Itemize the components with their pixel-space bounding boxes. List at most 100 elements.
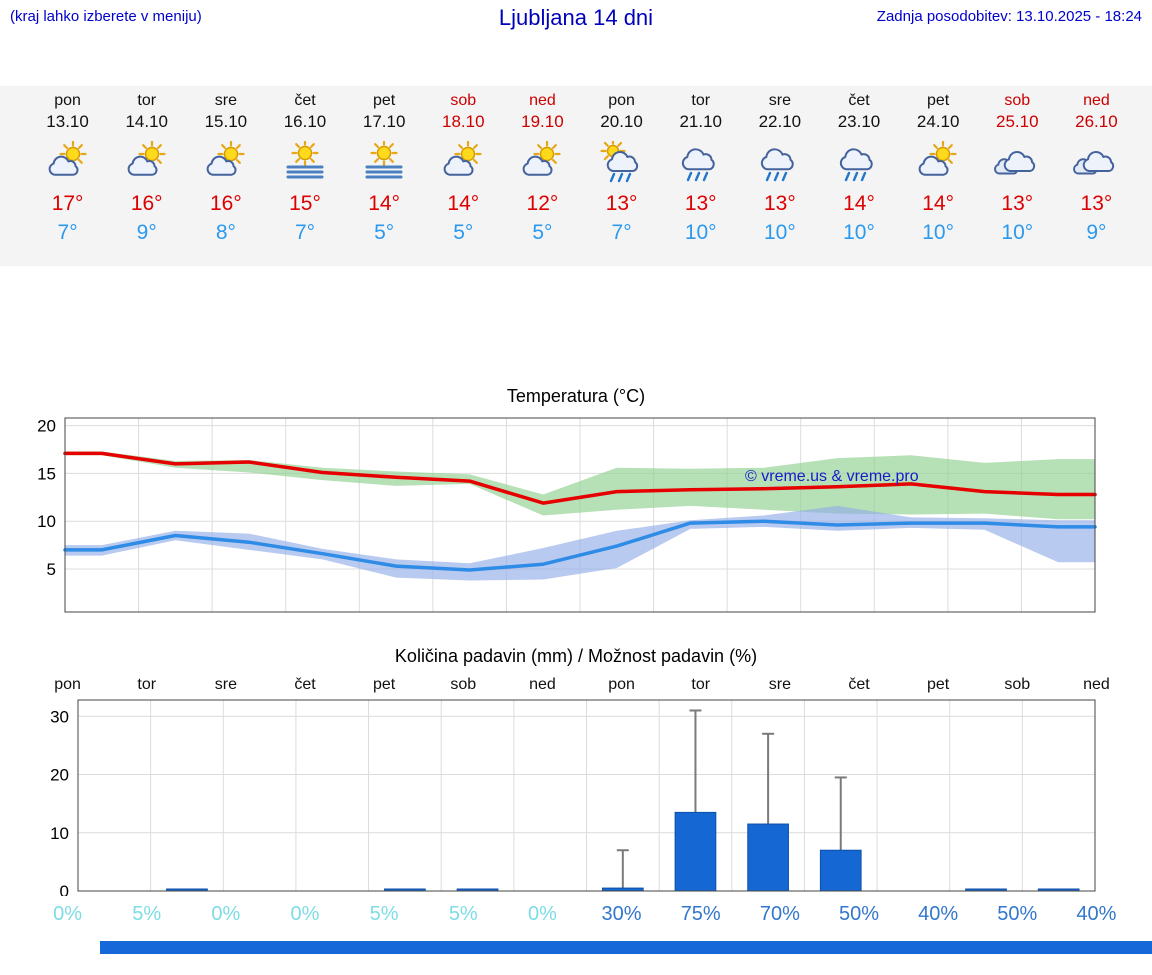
- cloudy-icon: [978, 139, 1057, 185]
- high-temp: 14°: [368, 192, 401, 215]
- day-name: pet: [373, 92, 396, 109]
- last-update-text: Zadnja posodobitev: 13.10.2025 - 18:24: [876, 8, 1142, 25]
- precip-day-label: pon: [608, 676, 635, 693]
- precip-day-label: ned: [1083, 676, 1110, 693]
- high-temp: 16°: [130, 192, 163, 215]
- pop-percent-label: 30%: [601, 903, 642, 925]
- day-name: sob: [450, 92, 477, 109]
- high-temp: 12°: [526, 192, 559, 215]
- low-temp: 5°: [532, 221, 553, 244]
- forecast-day: čet 16.10 15° 7°: [265, 92, 344, 266]
- page-title: Ljubljana 14 dni: [498, 5, 654, 30]
- day-date: 20.10: [600, 112, 643, 131]
- rain-icon: [740, 139, 819, 185]
- low-temp: 10°: [843, 221, 875, 244]
- precip-day-label: čet: [294, 676, 316, 693]
- pop-percent-label: 40%: [918, 903, 959, 925]
- day-date: 25.10: [996, 112, 1039, 131]
- precip-chart-title: Količina padavin (mm) / Možnost padavin …: [394, 646, 758, 666]
- low-temp: 7°: [57, 221, 78, 244]
- forecast-day: ned 26.10 13° 9°: [1057, 92, 1136, 266]
- low-temp: 10°: [763, 221, 796, 244]
- day-name: tor: [691, 92, 711, 109]
- precip-day-label: pet: [927, 676, 950, 693]
- forecast-day: čet 23.10 14° 10°: [819, 92, 898, 266]
- day-name: pon: [608, 92, 635, 109]
- day-name: sob: [1004, 92, 1031, 109]
- high-temp: 15°: [289, 192, 321, 215]
- day-name: tor: [137, 92, 157, 109]
- day-date: 22.10: [758, 112, 802, 131]
- watermark-link[interactable]: © vreme.us & vreme.pro: [745, 468, 919, 485]
- low-temp: 7°: [294, 221, 316, 244]
- day-name: ned: [1083, 92, 1110, 109]
- day-name: čet: [294, 92, 316, 109]
- forecast-day: pon 20.10 13° 7°: [582, 92, 661, 266]
- pop-percent-label: 0%: [211, 903, 241, 925]
- day-name: pon: [54, 92, 81, 109]
- rain-sun-icon: [582, 139, 661, 185]
- partly-sunny-icon: [424, 139, 503, 185]
- high-temp: 13°: [684, 192, 717, 215]
- partly-sunny-icon: [899, 139, 978, 185]
- temperature-chart-title: Temperatura (°C): [506, 386, 646, 406]
- svg-text:10: 10: [37, 512, 56, 531]
- precip-day-label: sre: [768, 676, 791, 693]
- svg-text:20: 20: [37, 417, 56, 436]
- svg-text:0: 0: [60, 882, 69, 896]
- precip-day-label: pet: [373, 676, 396, 693]
- pop-percent-label: 0%: [527, 903, 557, 925]
- partly-sunny-icon: [503, 139, 582, 185]
- low-temp: 5°: [374, 221, 395, 244]
- day-date: 21.10: [679, 112, 722, 131]
- pop-percent-label: 75%: [680, 903, 721, 925]
- day-name: pet: [927, 92, 950, 109]
- svg-text:15: 15: [37, 464, 56, 483]
- location-menu-note: (kraj lahko izberete v meniju): [10, 8, 202, 25]
- svg-text:5: 5: [47, 560, 56, 579]
- partly-sunny-icon: [186, 139, 265, 185]
- day-name: ned: [529, 92, 556, 109]
- low-temp: 10°: [1001, 221, 1034, 244]
- rain-icon: [661, 139, 740, 185]
- forecast-day: pon 13.10 17° 7°: [28, 92, 107, 266]
- day-name: čet: [848, 92, 870, 109]
- pop-percent-label: 5%: [448, 903, 478, 925]
- cloudy-icon: [1057, 139, 1136, 185]
- svg-text:10: 10: [50, 824, 69, 843]
- forecast-day: ned 19.10 12° 5°: [503, 92, 582, 266]
- forecast-day: sre 15.10 16° 8°: [186, 92, 265, 266]
- low-temp: 8°: [215, 221, 236, 244]
- pop-percent-label: 0%: [53, 903, 83, 925]
- rain-icon: [819, 139, 898, 185]
- pop-percent-label: 5%: [132, 903, 162, 925]
- precip-day-label: sob: [450, 676, 477, 693]
- precip-chart: 0 10 20 30: [50, 699, 1096, 896]
- day-date: 13.10: [46, 112, 89, 131]
- forecast-day: pet 24.10 14° 10°: [899, 92, 978, 266]
- pop-percent-label: 40%: [1076, 903, 1117, 925]
- forecast-day: tor 21.10 13° 10°: [661, 92, 740, 266]
- day-date: 19.10: [521, 112, 564, 131]
- forecast-day: tor 14.10 16° 9°: [107, 92, 186, 266]
- high-temp: 13°: [1080, 192, 1113, 215]
- forecast-day: sob 25.10 13° 10°: [978, 92, 1057, 266]
- footer-bar: [100, 941, 1152, 954]
- partly-sunny-icon: [107, 139, 186, 185]
- pop-percent-label: 0%: [290, 903, 320, 925]
- day-date: 15.10: [204, 112, 248, 131]
- fog-sun-icon: [345, 139, 424, 185]
- low-temp: 9°: [136, 221, 157, 244]
- pop-percent-label: 50%: [997, 903, 1038, 925]
- precip-day-label: tor: [137, 676, 157, 693]
- precip-day-labels-row: pon tor sre čet pet sob ned pon tor sre čet pet sob n…: [0, 676, 1152, 694]
- forecast-strip: pon 13.10 17° 7° tor 14.10 16° 9° sre 15…: [0, 86, 1152, 266]
- svg-text:20: 20: [50, 766, 69, 785]
- day-date: 23.10: [837, 112, 881, 131]
- low-temp: 5°: [453, 221, 474, 244]
- low-temp: 10°: [922, 221, 955, 244]
- low-temp: 7°: [611, 221, 632, 244]
- high-temp: 13°: [605, 192, 638, 215]
- pop-percent-label: 5%: [369, 903, 399, 925]
- day-name: sre: [214, 92, 237, 109]
